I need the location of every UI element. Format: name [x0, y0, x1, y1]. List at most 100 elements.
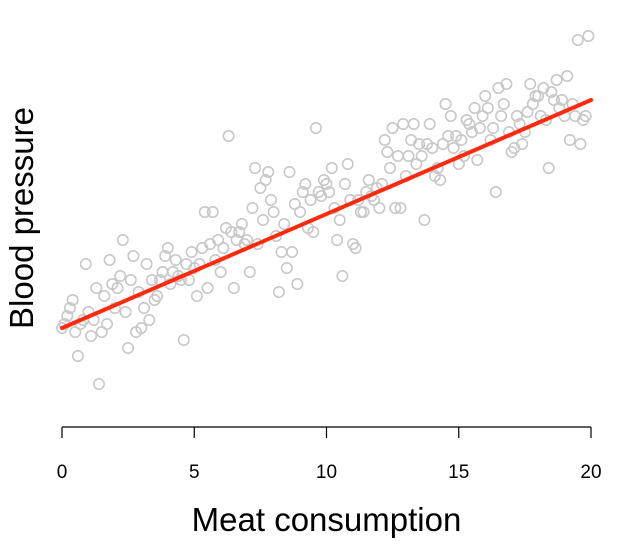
y-axis-title: Blood pressure	[3, 107, 40, 329]
data-point	[138, 301, 151, 314]
data-point	[402, 150, 415, 163]
data-point	[286, 246, 299, 259]
data-point	[397, 118, 410, 131]
data-point	[495, 110, 508, 123]
points-layer	[55, 29, 595, 390]
data-point	[61, 309, 74, 322]
data-point	[323, 186, 336, 199]
data-point	[545, 86, 558, 99]
data-point	[555, 94, 568, 107]
data-point	[381, 146, 394, 159]
data-point	[296, 186, 309, 199]
data-point	[206, 206, 219, 219]
data-point	[127, 250, 140, 263]
data-point	[101, 317, 114, 330]
data-point	[143, 313, 156, 326]
data-point	[249, 162, 262, 175]
data-point	[198, 206, 211, 219]
data-point	[516, 138, 529, 151]
data-point	[201, 281, 214, 294]
data-point	[524, 78, 537, 91]
x-tick-label: 5	[189, 462, 200, 483]
data-point	[386, 122, 399, 135]
data-point	[114, 269, 127, 282]
data-point	[391, 150, 404, 163]
data-point	[304, 194, 317, 207]
data-point	[394, 202, 407, 215]
data-point	[413, 138, 426, 151]
data-point	[124, 273, 137, 286]
data-point	[256, 214, 269, 227]
data-point	[79, 257, 92, 270]
data-point	[320, 178, 333, 191]
data-point	[336, 269, 349, 282]
data-point	[479, 90, 492, 103]
data-point	[383, 162, 396, 175]
data-point	[227, 281, 240, 294]
data-point	[510, 110, 523, 123]
data-point	[291, 277, 304, 290]
data-point	[338, 178, 351, 191]
data-point	[169, 254, 182, 267]
data-point	[116, 234, 129, 247]
data-point	[85, 329, 98, 342]
data-point	[463, 118, 476, 131]
data-point	[264, 194, 277, 207]
data-point	[471, 154, 484, 167]
x-tick-label: 10	[316, 462, 337, 483]
data-point	[468, 102, 481, 115]
data-point	[442, 130, 455, 143]
data-point	[98, 289, 111, 302]
data-point	[275, 246, 288, 259]
data-point	[103, 254, 116, 267]
data-point	[489, 186, 502, 199]
data-point	[389, 202, 402, 215]
data-point	[294, 206, 307, 219]
data-point	[299, 178, 312, 191]
data-point	[563, 134, 576, 147]
data-point	[90, 281, 103, 294]
data-point	[135, 321, 148, 334]
data-point	[241, 234, 254, 247]
data-point	[243, 265, 256, 278]
data-point	[278, 218, 291, 231]
data-point	[373, 202, 386, 215]
data-point	[214, 265, 227, 278]
data-point	[434, 174, 447, 187]
data-point	[333, 214, 346, 227]
data-point	[309, 122, 322, 135]
x-tick-label: 20	[580, 462, 601, 483]
data-point	[497, 98, 510, 111]
data-point	[66, 293, 79, 306]
data-point	[444, 110, 457, 123]
data-point	[63, 301, 76, 314]
data-point	[362, 174, 375, 187]
data-point	[331, 234, 344, 247]
data-point	[190, 289, 203, 302]
data-point	[579, 110, 592, 123]
data-point	[262, 166, 275, 179]
data-point	[542, 162, 555, 175]
data-point	[235, 218, 248, 231]
data-point	[325, 162, 338, 175]
data-point	[349, 242, 362, 255]
data-point	[550, 74, 563, 87]
data-point	[307, 226, 320, 239]
data-point	[177, 333, 190, 346]
data-point	[246, 202, 259, 215]
data-point	[217, 242, 230, 255]
data-point	[574, 138, 587, 151]
data-point	[272, 285, 285, 298]
data-point	[140, 257, 153, 270]
data-point	[415, 150, 428, 163]
data-point	[159, 250, 172, 263]
data-point	[283, 166, 296, 179]
data-point	[71, 349, 84, 362]
data-point	[145, 273, 158, 286]
data-point	[487, 122, 500, 135]
x-axis: 0 5 10 15 20	[57, 426, 602, 483]
regression-line	[60, 98, 593, 330]
data-point	[447, 142, 460, 155]
data-point	[473, 122, 486, 135]
